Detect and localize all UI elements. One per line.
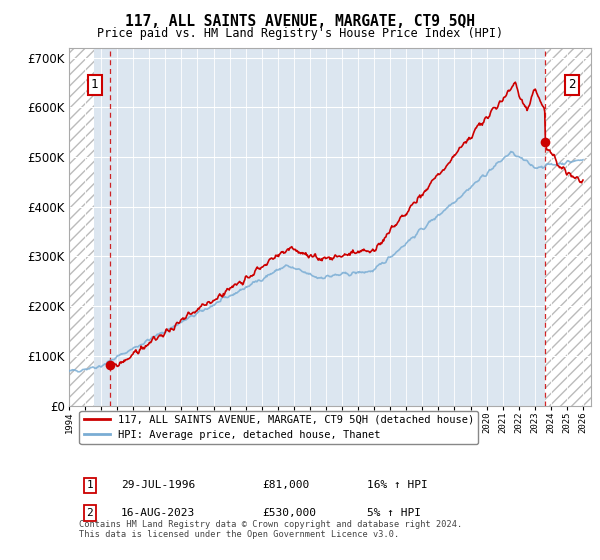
Text: 2: 2 <box>86 508 93 518</box>
Text: Contains HM Land Registry data © Crown copyright and database right 2024.
This d: Contains HM Land Registry data © Crown c… <box>79 520 463 539</box>
Text: 1: 1 <box>91 78 98 91</box>
Text: £530,000: £530,000 <box>262 508 316 518</box>
Text: Price paid vs. HM Land Registry's House Price Index (HPI): Price paid vs. HM Land Registry's House … <box>97 27 503 40</box>
Bar <box>69 48 94 405</box>
Text: 5% ↑ HPI: 5% ↑ HPI <box>367 508 421 518</box>
Text: £81,000: £81,000 <box>262 480 310 491</box>
Text: 1: 1 <box>86 480 93 491</box>
Text: 16% ↑ HPI: 16% ↑ HPI <box>367 480 427 491</box>
Text: 2: 2 <box>568 78 575 91</box>
Bar <box>545 48 591 405</box>
Legend: 117, ALL SAINTS AVENUE, MARGATE, CT9 5QH (detached house), HPI: Average price, d: 117, ALL SAINTS AVENUE, MARGATE, CT9 5QH… <box>79 410 478 444</box>
Text: 16-AUG-2023: 16-AUG-2023 <box>121 508 196 518</box>
Text: 117, ALL SAINTS AVENUE, MARGATE, CT9 5QH: 117, ALL SAINTS AVENUE, MARGATE, CT9 5QH <box>125 14 475 29</box>
Text: 29-JUL-1996: 29-JUL-1996 <box>121 480 196 491</box>
